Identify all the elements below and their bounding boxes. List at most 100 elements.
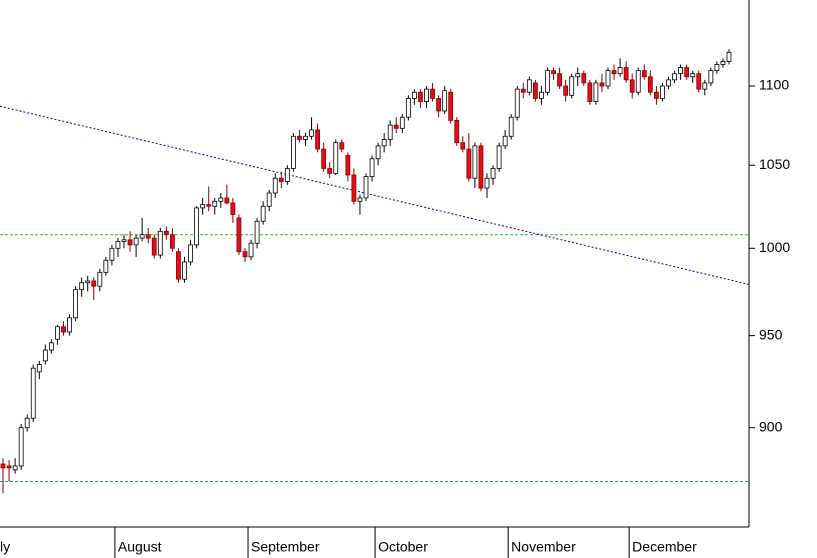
candle-body: [514, 88, 520, 118]
candle-body: [369, 158, 375, 178]
candle-body: [260, 205, 266, 222]
candle-body: [230, 202, 236, 215]
candle-body: [684, 67, 690, 78]
y-tick-label: 1050: [759, 156, 790, 172]
candle-body: [333, 142, 339, 174]
candle-body: [321, 148, 327, 169]
candle-body: [654, 91, 659, 99]
candle-body: [272, 177, 278, 194]
candle-body: [182, 261, 187, 280]
candle-body: [490, 168, 496, 179]
candle-body: [696, 73, 702, 90]
candle-body: [454, 120, 460, 144]
candle-body: [375, 145, 381, 160]
candle-body: [85, 280, 91, 284]
candle-body: [381, 139, 387, 147]
candle-body: [18, 427, 24, 467]
y-tick-label: 950: [759, 326, 783, 342]
candle-body: [551, 70, 556, 75]
candle-body: [206, 204, 212, 207]
candle-body: [587, 82, 593, 102]
candle-body: [194, 207, 200, 246]
candle-body: [42, 349, 48, 362]
candle-body: [327, 168, 333, 174]
candle-body: [599, 82, 605, 87]
candle-body: [30, 367, 36, 419]
candle-body: [617, 67, 623, 75]
candle-body: [109, 247, 115, 261]
candle-body: [309, 129, 314, 137]
x-tick-label: October: [378, 539, 428, 555]
candle-body: [484, 177, 490, 189]
candle-body: [36, 364, 42, 373]
candle-body: [563, 85, 569, 96]
candle-body: [545, 70, 550, 93]
candle-body: [339, 142, 345, 150]
candle-body: [103, 259, 109, 273]
candle-body: [623, 67, 629, 81]
candle-body: [236, 217, 242, 253]
candle-body: [708, 70, 714, 84]
candle-body: [121, 239, 127, 242]
x-tick-label: ly: [0, 539, 10, 555]
candle-body: [115, 241, 121, 249]
candle-body: [460, 142, 466, 150]
candle-body: [278, 177, 284, 182]
candle-body: [351, 174, 357, 202]
candle-body: [660, 85, 665, 99]
x-tick-label: August: [118, 539, 162, 555]
candle-body: [24, 417, 30, 429]
candle-body: [151, 237, 157, 256]
candle-body: [629, 79, 635, 93]
candle-body: [145, 234, 151, 239]
candle-body: [466, 148, 472, 179]
candle-body: [448, 91, 454, 121]
candle-body: [254, 220, 260, 244]
candle-body: [200, 204, 206, 209]
candle-body: [557, 73, 562, 87]
candle-body: [605, 70, 611, 87]
candle-body: [678, 67, 683, 75]
candle-body: [49, 342, 54, 351]
candle-body: [411, 91, 417, 99]
candle-body: [303, 135, 308, 140]
candle-body: [405, 98, 411, 118]
candle-body: [611, 70, 617, 75]
candle-body: [55, 326, 60, 340]
candle-body: [345, 155, 351, 176]
candle-body: [133, 237, 139, 246]
trend-line: [0, 105, 750, 285]
candle-body: [79, 282, 85, 291]
candle-body: [569, 76, 575, 96]
candle-body: [726, 51, 732, 62]
candle-body: [647, 76, 653, 93]
candle-body: [478, 145, 484, 189]
candle-body: [0, 463, 6, 469]
candle-body: [248, 242, 254, 258]
candle-body: [139, 234, 145, 239]
candle-body: [442, 90, 448, 112]
y-tick-label: 900: [759, 418, 783, 434]
candle-body: [176, 251, 181, 280]
candle-body: [315, 129, 321, 150]
candle-body: [157, 230, 163, 256]
candle-body: [127, 239, 133, 246]
candle-body: [424, 88, 429, 102]
candle-body: [399, 116, 405, 129]
candle-body: [472, 145, 478, 179]
candle-body: [593, 82, 599, 102]
candle-body: [418, 91, 423, 102]
candle-body: [641, 70, 647, 78]
candle-body: [188, 244, 193, 263]
candle-body: [163, 230, 169, 236]
candle-body: [508, 116, 514, 137]
candle-body: [393, 124, 399, 129]
y-tick-label: 1100: [759, 77, 789, 93]
candle-body: [363, 176, 369, 199]
candle-body: [496, 145, 502, 169]
candle-body: [520, 88, 526, 93]
candle-body: [502, 135, 508, 147]
candle-body: [290, 135, 296, 169]
